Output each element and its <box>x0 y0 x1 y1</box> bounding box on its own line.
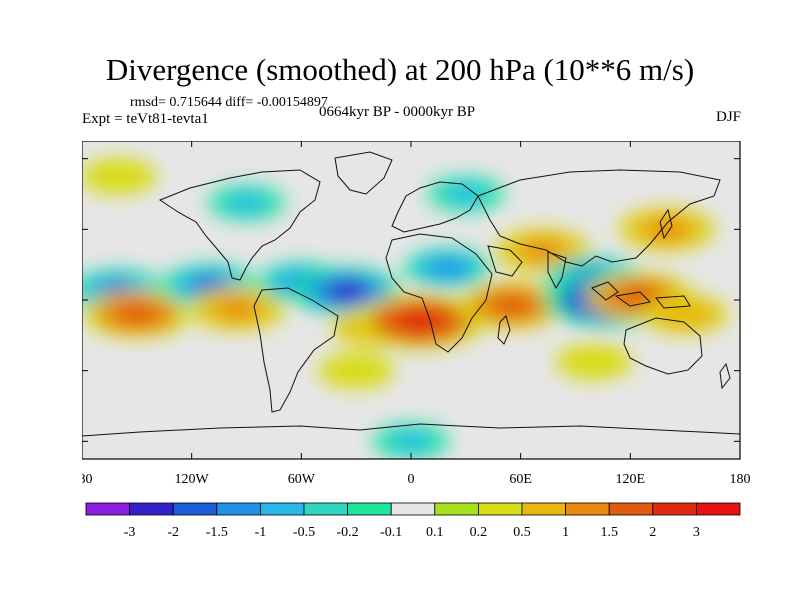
colorbar-swatch <box>303 502 348 516</box>
colorbar-label: -3 <box>124 525 136 540</box>
colorbar-label: 3 <box>693 525 700 540</box>
colorbar-swatch <box>85 502 130 516</box>
colorbar-label: 2 <box>649 525 656 540</box>
divergence-field <box>82 157 730 459</box>
x-tick-label: 0 <box>408 472 415 487</box>
colorbar-swatch <box>477 502 523 516</box>
colorbar-swatch <box>347 502 392 516</box>
x-tick-label: 60E <box>509 472 532 487</box>
rmsd-diff-stats: rmsd= 0.715644 diff= -0.00154897 <box>130 95 328 110</box>
colorbar-swatch <box>608 502 654 516</box>
experiment-label: Expt = teVt81-tevta1 <box>82 111 209 127</box>
colorbar-swatch <box>172 502 218 516</box>
season-label: DJF <box>715 109 741 125</box>
colorbar-swatch <box>434 502 479 516</box>
field-core <box>231 194 262 212</box>
field-core <box>103 167 134 186</box>
colorbar-label: 0.1 <box>426 525 444 540</box>
y-axis: 80N40N040S80S <box>82 158 740 442</box>
colorbar-label: -2 <box>167 525 179 540</box>
x-tick-label: 120E <box>616 472 646 487</box>
colorbar-label: -0.2 <box>337 525 359 540</box>
x-tick-label: 180 <box>82 472 93 487</box>
colorbar-swatch <box>696 502 741 516</box>
x-tick-label: 180 <box>730 472 751 487</box>
colorbar-legend: -3 -2 -1.5 -1 -0.5 -0.2 -0.1 0.1 0.2 0.5 1 1.5 2 3 <box>85 502 741 540</box>
colorbar-swatch <box>129 502 174 516</box>
field-core <box>115 302 158 326</box>
colorbar-swatch <box>521 502 566 516</box>
field-core <box>647 218 686 240</box>
field-core <box>326 279 369 303</box>
period-label: 0664kyr BP - 0000kyr BP <box>319 104 476 120</box>
colorbar-label: 1 <box>562 525 569 540</box>
colorbar-swatch <box>652 502 697 516</box>
field-core <box>430 258 465 278</box>
colorbar-label: 0.2 <box>470 525 488 540</box>
divergence-map-chart: 180 120W 60W 0 60E 120E 180 80N40N040S80S -3 -2… <box>82 141 751 540</box>
field-core <box>578 353 609 371</box>
field-core <box>218 298 257 320</box>
colorbar-label: -0.1 <box>380 525 402 540</box>
chart-title: Divergence (smoothed) at 200 hPa (10**6 … <box>105 52 695 87</box>
colorbar-swatch <box>390 502 436 516</box>
x-axis: 180 120W 60W 0 60E 120E 180 <box>82 141 751 487</box>
field-core <box>490 293 533 317</box>
colorbar-swatch <box>216 502 261 516</box>
field-core <box>668 304 703 324</box>
colorbar-label: 1.5 <box>600 525 618 540</box>
x-tick-label: 60W <box>288 472 316 487</box>
colorbar-swatch <box>259 502 305 516</box>
field-core <box>395 308 446 335</box>
colorbar-label: 0.5 <box>513 525 531 540</box>
field-core <box>341 361 372 380</box>
x-tick-label: 120W <box>175 472 210 487</box>
colorbar-label: -1 <box>255 525 267 540</box>
colorbar-label: -0.5 <box>293 525 315 540</box>
field-core <box>450 185 481 203</box>
colorbar-swatch <box>565 502 610 516</box>
field-core <box>396 432 426 451</box>
coastline-overlay <box>82 151 740 437</box>
colorbar-label: -1.5 <box>206 525 228 540</box>
field-core <box>523 240 562 262</box>
